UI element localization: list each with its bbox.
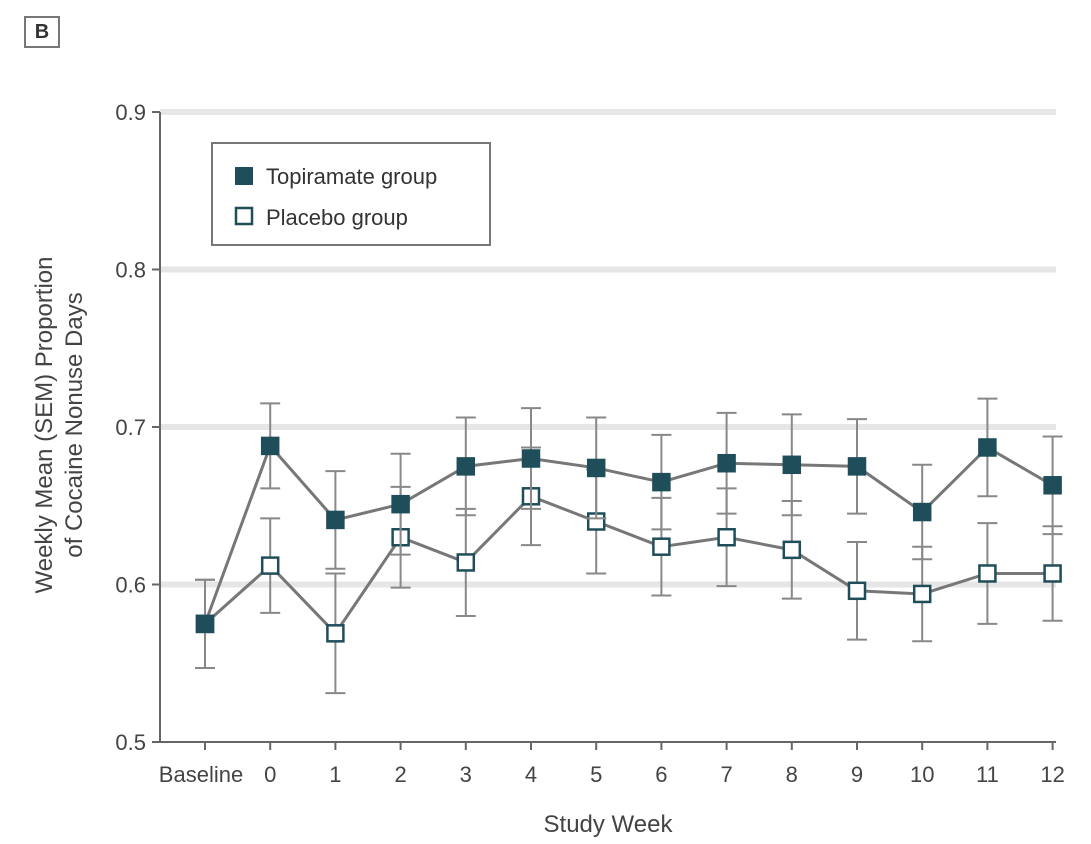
y-tick-label: 0.9 xyxy=(115,100,146,125)
x-tick-label: 0 xyxy=(264,762,276,787)
x-tick-label: 1 xyxy=(329,762,341,787)
data-point-placebo xyxy=(326,624,345,643)
x-ticks: Baseline 0 1 2 3 4 5 6 7 8 9 10 11 12 xyxy=(159,742,1065,787)
x-tick-label: 7 xyxy=(720,762,732,787)
y-axis-title-line2: of Cocaine Nonuse Days xyxy=(61,292,88,557)
x-tick-label: 5 xyxy=(590,762,602,787)
grid-lines xyxy=(160,109,1056,588)
data-point-topiramate xyxy=(195,614,215,634)
data-point-topiramate xyxy=(326,510,345,530)
data-point-topiramate xyxy=(456,457,476,476)
data-point-topiramate xyxy=(391,494,410,514)
y-tick-label: 0.6 xyxy=(115,573,146,598)
data-point-placebo xyxy=(260,556,280,575)
legend-box xyxy=(211,142,491,246)
legend-label-placebo: Placebo group xyxy=(266,205,408,230)
data-point-placebo xyxy=(652,537,671,556)
data-point-topiramate xyxy=(586,458,606,478)
legend: Topiramate group Placebo group xyxy=(211,142,491,246)
y-ticks: 0.5 0.6 0.7 0.8 0.9 xyxy=(115,100,160,755)
y-tick-label: 0.5 xyxy=(115,730,146,755)
data-point-topiramate xyxy=(782,455,802,475)
x-tick-label: 8 xyxy=(786,762,798,787)
data-point-placebo xyxy=(456,553,476,572)
data-point-placebo xyxy=(978,564,997,583)
data-point-topiramate xyxy=(521,449,541,468)
series-placebo xyxy=(195,446,1063,695)
legend-label-topiramate: Topiramate group xyxy=(266,164,437,189)
y-tick-label: 0.8 xyxy=(115,258,146,283)
x-tick-label: 12 xyxy=(1040,762,1064,787)
data-point-topiramate xyxy=(1043,476,1062,495)
data-point-topiramate xyxy=(717,453,736,473)
y-axis-title-line1: Weekly Mean (SEM) Proportion xyxy=(31,256,58,593)
series-line xyxy=(204,494,1053,636)
data-point-topiramate xyxy=(652,472,671,492)
data-point-placebo xyxy=(847,581,867,601)
series-line xyxy=(203,443,1054,625)
series-topiramate xyxy=(195,397,1063,669)
data-point-placebo xyxy=(912,584,932,604)
series-layer xyxy=(195,397,1063,695)
data-point-placebo xyxy=(1043,564,1062,583)
x-tick-label: 2 xyxy=(394,762,406,787)
data-point-topiramate xyxy=(912,502,932,522)
y-tick-label: 0.7 xyxy=(115,415,146,440)
data-point-topiramate xyxy=(260,436,280,456)
legend-marker-topiramate xyxy=(235,167,253,185)
x-tick-label: Baseline xyxy=(159,762,243,787)
x-tick-label: 9 xyxy=(851,762,863,787)
data-point-topiramate xyxy=(978,438,997,457)
x-tick-label: 3 xyxy=(460,762,472,787)
panel-label: B xyxy=(24,16,60,48)
x-tick-label: 6 xyxy=(655,762,667,787)
data-point-placebo xyxy=(782,540,802,560)
x-tick-label: 11 xyxy=(976,762,999,787)
x-tick-label: 10 xyxy=(910,762,934,787)
x-tick-label: 4 xyxy=(525,762,537,787)
data-point-placebo xyxy=(717,528,736,547)
data-point-topiramate xyxy=(847,457,867,476)
x-axis-title: Study Week xyxy=(544,811,674,838)
legend-marker-placebo xyxy=(234,206,254,226)
